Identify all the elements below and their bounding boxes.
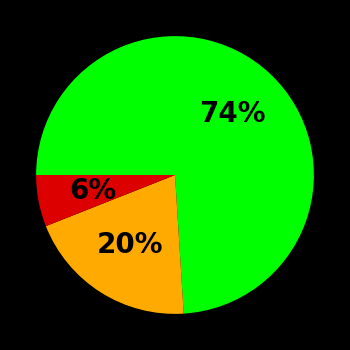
Text: 6%: 6%	[70, 177, 117, 205]
Text: 20%: 20%	[97, 231, 163, 259]
Wedge shape	[36, 36, 314, 314]
Text: 74%: 74%	[199, 100, 265, 128]
Wedge shape	[36, 175, 175, 226]
Wedge shape	[46, 175, 184, 314]
